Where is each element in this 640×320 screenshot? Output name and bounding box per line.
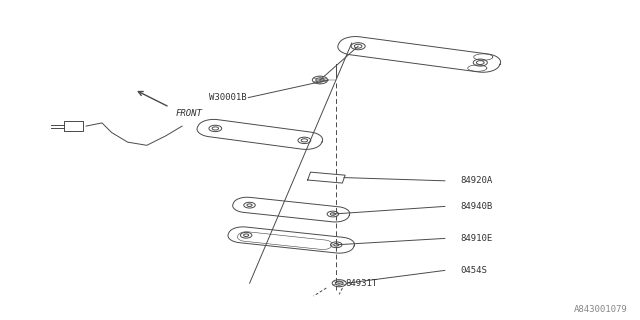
Text: 84940B: 84940B: [461, 202, 493, 211]
Text: FRONT: FRONT: [176, 109, 203, 118]
Text: A843001079: A843001079: [573, 305, 627, 314]
Text: 84931T: 84931T: [346, 279, 378, 288]
Text: 0454S: 0454S: [461, 266, 488, 275]
Text: 84920A: 84920A: [461, 176, 493, 185]
Text: W30001B: W30001B: [209, 93, 246, 102]
Text: 84910E: 84910E: [461, 234, 493, 243]
